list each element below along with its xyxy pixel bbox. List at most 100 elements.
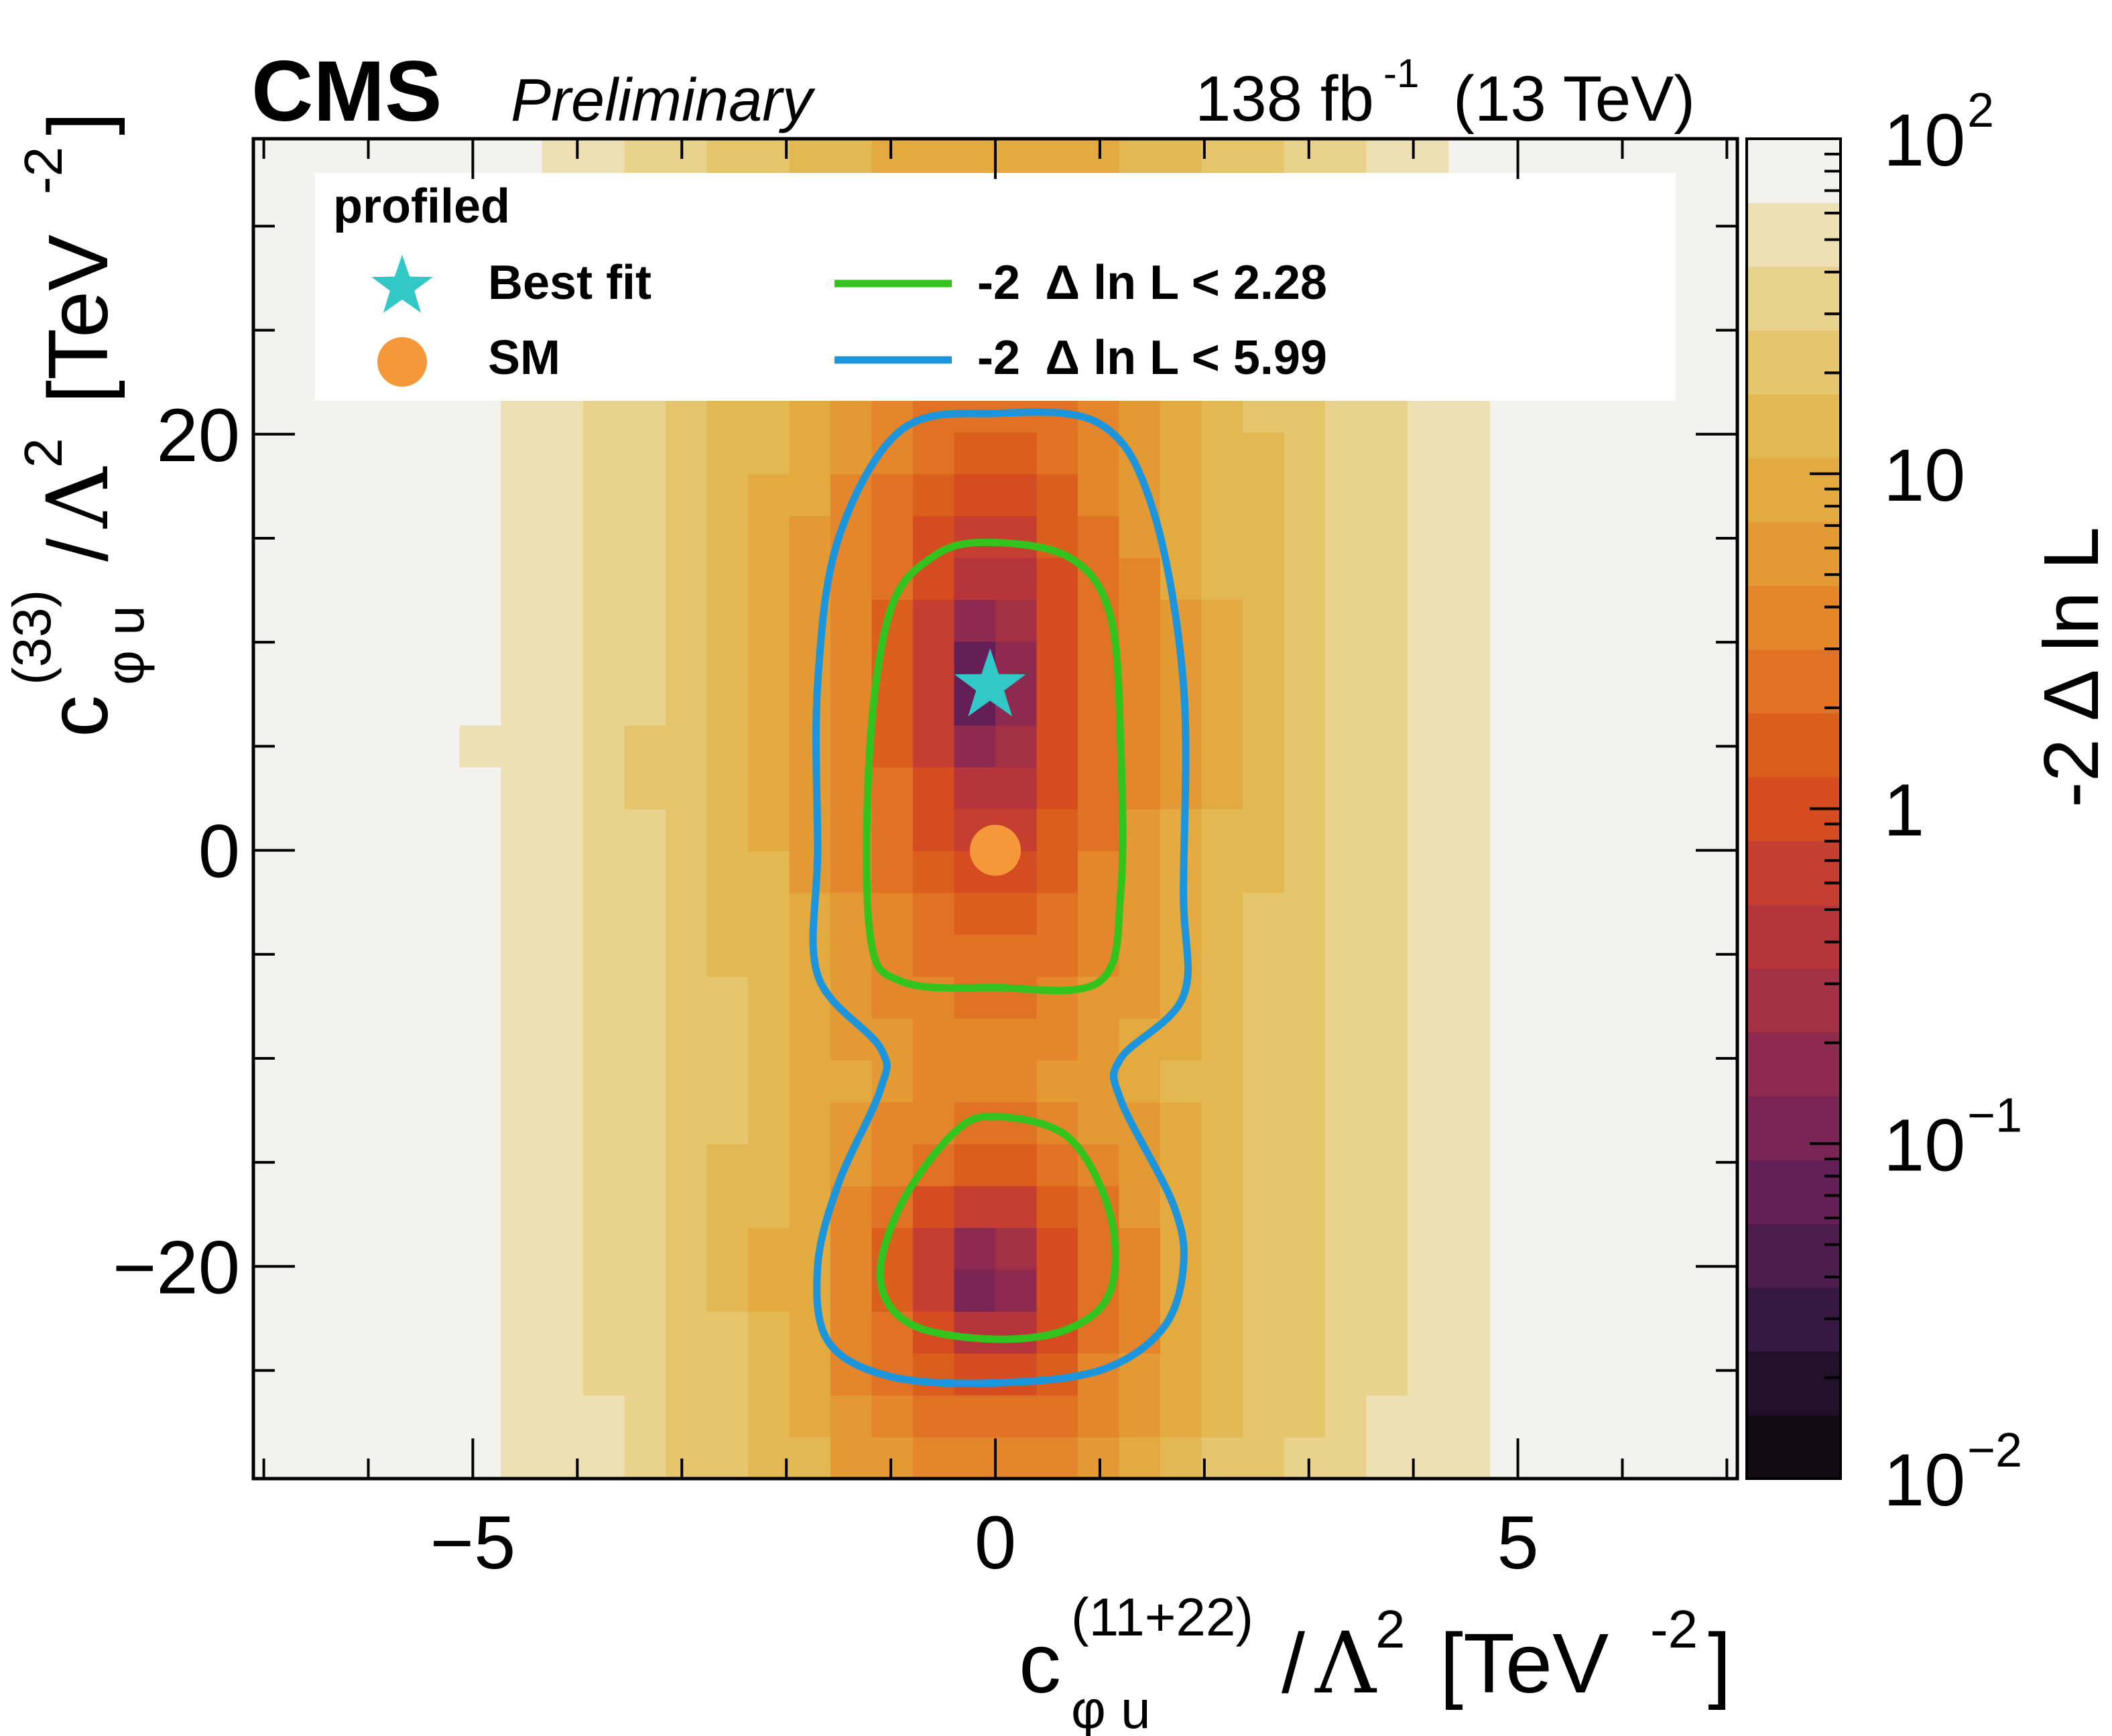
heatmap-cell bbox=[1655, 934, 1697, 977]
heatmap-cell bbox=[1448, 767, 1491, 810]
heatmap-cell bbox=[501, 641, 543, 684]
heatmap-cell bbox=[1325, 1017, 1367, 1061]
legend-label-5p99: -2 Δ ln L < 5.99 bbox=[977, 331, 1327, 385]
heatmap-cell bbox=[830, 1269, 873, 1312]
heatmap-cell bbox=[1531, 1227, 1573, 1270]
heatmap-cell bbox=[913, 1269, 955, 1312]
heatmap-cell bbox=[1366, 1353, 1408, 1396]
heatmap-cell bbox=[583, 683, 625, 726]
y-title-lambda-exp: 2 bbox=[13, 438, 73, 469]
heatmap-cell bbox=[624, 432, 666, 475]
heatmap-cell bbox=[748, 1017, 790, 1061]
heatmap-cell bbox=[1408, 557, 1450, 600]
heatmap-cell bbox=[377, 976, 419, 1019]
heatmap-cell bbox=[1613, 1017, 1656, 1061]
heatmap-cell bbox=[1036, 1395, 1078, 1438]
heatmap-cell bbox=[954, 1311, 996, 1354]
colorbar-tick-label: 10 bbox=[1883, 434, 1965, 517]
heatmap-cell bbox=[871, 767, 914, 810]
heatmap-cell bbox=[1284, 851, 1326, 893]
heatmap-cell bbox=[1201, 1436, 1243, 1479]
heatmap-cell bbox=[1408, 641, 1450, 684]
heatmap-cell bbox=[294, 599, 336, 642]
colorbar-band bbox=[1747, 1095, 1841, 1160]
heatmap-cell bbox=[1531, 808, 1573, 851]
heatmap-cell bbox=[459, 1269, 501, 1312]
heatmap-cell bbox=[1408, 1311, 1450, 1354]
heatmap-cell bbox=[1325, 1060, 1367, 1103]
heatmap-cell bbox=[1490, 1101, 1532, 1145]
heatmap-cell bbox=[253, 348, 296, 391]
heatmap-cell bbox=[954, 934, 996, 977]
heatmap-cell bbox=[1160, 473, 1202, 517]
heatmap-cell bbox=[1613, 1185, 1656, 1228]
heatmap-cell bbox=[253, 1227, 296, 1270]
heatmap-cell bbox=[995, 432, 1038, 475]
heatmap-cell bbox=[1490, 599, 1532, 642]
heatmap-cell bbox=[748, 892, 790, 935]
heatmap-cell bbox=[583, 725, 625, 767]
heatmap-cell bbox=[1490, 976, 1532, 1019]
heatmap-cell bbox=[1572, 599, 1615, 642]
heatmap-cell bbox=[1613, 599, 1656, 642]
heatmap-cell bbox=[706, 641, 749, 684]
heatmap-cell bbox=[1325, 1143, 1367, 1186]
heatmap-cell bbox=[253, 222, 296, 265]
heatmap-cell bbox=[1243, 1143, 1285, 1186]
heatmap-cell bbox=[789, 1143, 831, 1186]
legend-box bbox=[315, 173, 1676, 401]
heatmap-cell bbox=[253, 1436, 296, 1479]
heatmap-cell bbox=[1696, 180, 1738, 223]
heatmap-cell bbox=[706, 934, 749, 977]
heatmap-cell bbox=[1325, 1353, 1367, 1396]
heatmap-cell bbox=[336, 473, 378, 517]
heatmap-cell bbox=[1448, 1395, 1491, 1438]
legend-title: profiled bbox=[333, 180, 510, 233]
heatmap-cell bbox=[1243, 851, 1285, 893]
heatmap-cell bbox=[336, 934, 378, 977]
heatmap-cell bbox=[1036, 1060, 1078, 1103]
heatmap-cell bbox=[501, 1143, 543, 1186]
y-title-slash: / bbox=[31, 538, 125, 562]
heatmap-cell bbox=[1325, 934, 1367, 977]
heatmap-cell bbox=[748, 557, 790, 600]
heatmap-cell bbox=[1201, 808, 1243, 851]
heatmap-cell bbox=[1243, 767, 1285, 810]
heatmap-cell bbox=[1572, 767, 1615, 810]
heatmap-cell bbox=[1655, 1436, 1697, 1479]
heatmap-cell bbox=[253, 306, 296, 349]
heatmap-cell bbox=[1490, 1060, 1532, 1103]
heatmap-cell bbox=[1408, 851, 1450, 893]
heatmap-cell bbox=[1325, 432, 1367, 475]
colorbar-tick-exponent: −2 bbox=[1967, 1424, 2022, 1477]
heatmap-cell bbox=[1284, 1227, 1326, 1270]
heatmap-cell bbox=[1531, 1143, 1573, 1186]
heatmap-cell bbox=[583, 1017, 625, 1061]
heatmap-cell bbox=[748, 432, 790, 475]
heatmap-cell bbox=[1696, 557, 1738, 600]
heatmap-cell bbox=[666, 808, 708, 851]
heatmap-cell bbox=[377, 934, 419, 977]
heatmap-cell bbox=[706, 1353, 749, 1396]
heatmap-cell bbox=[666, 473, 708, 517]
heatmap-cell bbox=[871, 808, 914, 851]
heatmap-cell bbox=[624, 557, 666, 600]
heatmap-cell bbox=[830, 725, 873, 767]
heatmap-cell bbox=[1325, 725, 1367, 767]
heatmap-cell bbox=[748, 1101, 790, 1145]
heatmap-cell bbox=[871, 1436, 914, 1479]
heatmap-cell bbox=[418, 808, 460, 851]
heatmap-cell bbox=[253, 1185, 296, 1228]
heatmap-cell bbox=[666, 1060, 708, 1103]
heatmap-cell bbox=[624, 1227, 666, 1270]
heatmap-cell bbox=[1655, 1101, 1697, 1145]
heatmap-cell bbox=[1366, 1017, 1408, 1061]
heatmap-cell bbox=[294, 934, 336, 977]
heatmap-cell bbox=[1284, 1269, 1326, 1312]
heatmap-cell bbox=[624, 851, 666, 893]
heatmap-cell bbox=[624, 473, 666, 517]
heatmap-cell bbox=[418, 1101, 460, 1145]
heatmap-cell bbox=[1572, 1395, 1615, 1438]
heatmap-cell bbox=[1408, 892, 1450, 935]
